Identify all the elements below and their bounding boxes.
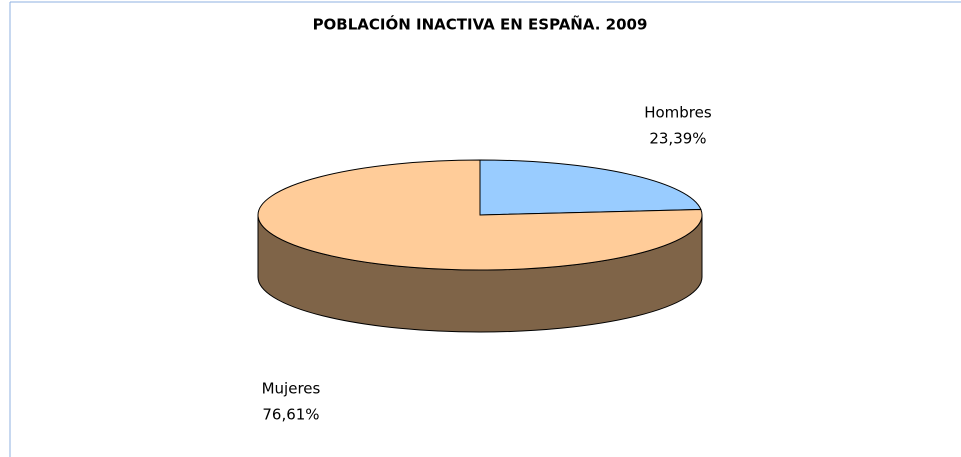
slice-value: 23,39% [649,130,706,148]
slice-label: Mujeres [262,379,321,397]
slice [479,159,702,216]
chart-title: POBLACIÓN INACTIVA EN ESPAÑA. 2009 [313,15,648,34]
slice [257,159,703,271]
slice-label: Hombres [644,104,712,122]
slice-value: 76,61% [262,405,319,423]
